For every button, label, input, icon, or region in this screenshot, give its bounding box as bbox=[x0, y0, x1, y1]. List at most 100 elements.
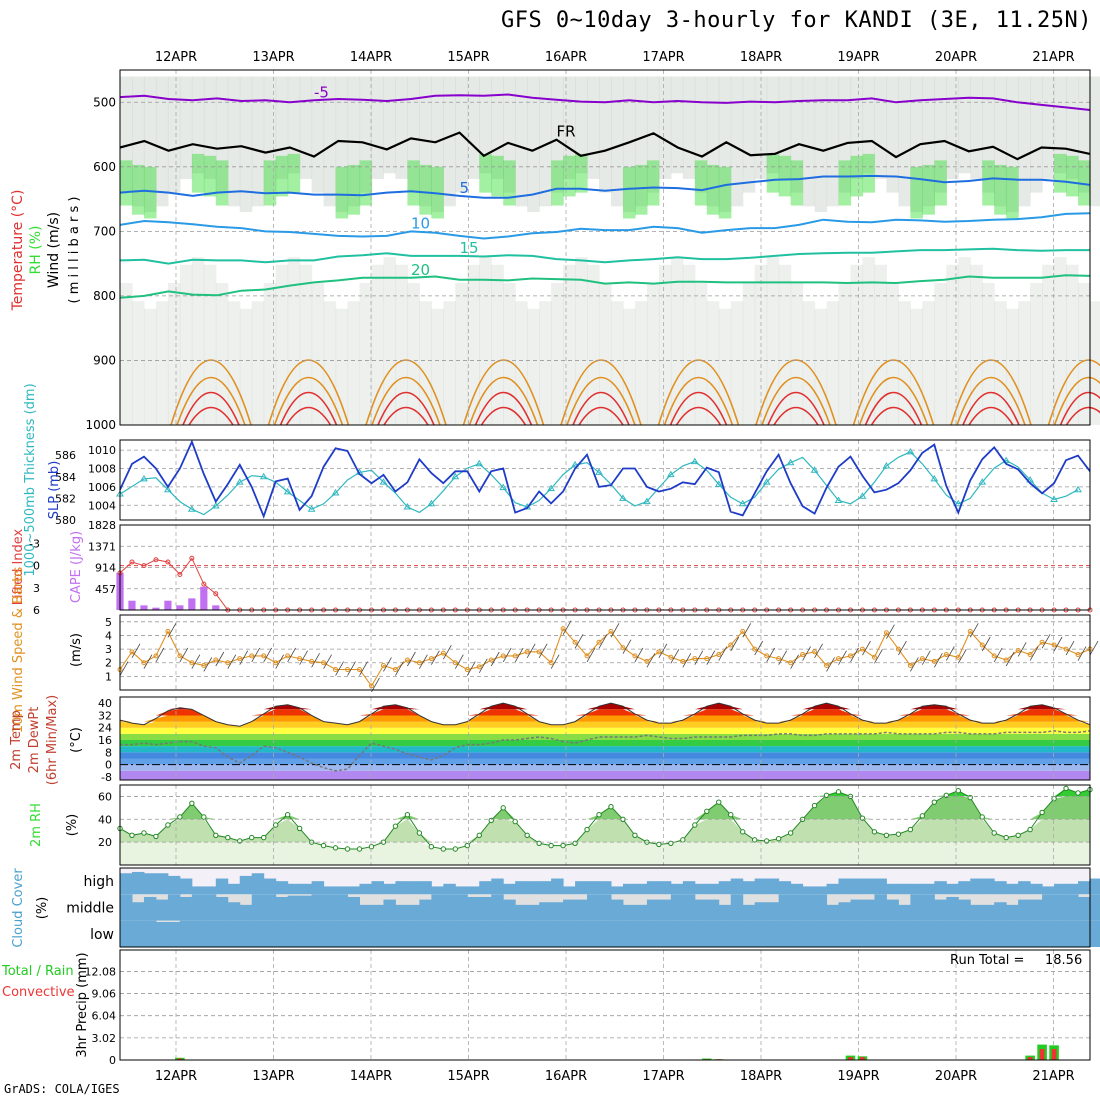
cloud-cell bbox=[646, 881, 660, 895]
rh-lower-shade bbox=[455, 283, 468, 425]
pressure-tick-label: 700 bbox=[93, 224, 116, 238]
pressure-tick-label: 1000 bbox=[85, 418, 116, 432]
cloud-cell bbox=[934, 899, 947, 921]
temperature-dome bbox=[279, 391, 338, 426]
thickness-point bbox=[858, 492, 867, 499]
top-date-label: 14APR bbox=[350, 50, 392, 65]
cloud-cell bbox=[970, 878, 983, 895]
cloud-cell bbox=[311, 920, 325, 947]
rh-lower-shade bbox=[120, 283, 133, 425]
isotherm-label: 5 bbox=[460, 179, 470, 197]
cloud-cell bbox=[203, 886, 217, 895]
rh-lower-shade bbox=[179, 264, 193, 425]
wind-speed-point bbox=[380, 662, 386, 668]
wind-barb bbox=[442, 644, 452, 660]
cloud-cell bbox=[167, 894, 181, 921]
wind-barb bbox=[227, 654, 237, 669]
thickness-tick-label: 580 bbox=[55, 514, 76, 527]
wind-barb bbox=[359, 661, 368, 676]
rh-point bbox=[165, 822, 171, 828]
rh-shade bbox=[874, 76, 888, 179]
rh-point bbox=[895, 831, 902, 837]
cloud-cell bbox=[826, 904, 840, 921]
li-tick-label: 3 bbox=[33, 582, 40, 595]
cloud-cell bbox=[335, 886, 349, 895]
cloud-cell bbox=[946, 883, 959, 895]
rh-lower-shade bbox=[347, 301, 361, 425]
cloud-cell bbox=[323, 920, 337, 947]
cloud-cell bbox=[778, 881, 792, 895]
wind-tick-label: 1 bbox=[105, 670, 112, 683]
wind-barb bbox=[311, 653, 320, 668]
cloud-cell bbox=[215, 920, 229, 947]
cloud-cell bbox=[1054, 883, 1067, 895]
temperature-dome bbox=[188, 406, 234, 426]
wind-barb bbox=[622, 639, 632, 654]
cloud-cell bbox=[143, 920, 157, 947]
rh-point bbox=[740, 829, 746, 835]
wind-barb bbox=[119, 661, 129, 676]
cloud-cell bbox=[958, 920, 971, 947]
wind-barb bbox=[754, 640, 764, 656]
cloud-cell bbox=[886, 899, 899, 921]
cloud-cell bbox=[275, 896, 289, 921]
temperature-dome bbox=[480, 406, 527, 426]
rh-lower-shade bbox=[359, 283, 373, 425]
rh-lower-shade bbox=[790, 283, 804, 425]
bottom-date-label: 19APR bbox=[837, 1069, 879, 1084]
wind-barb bbox=[574, 634, 584, 649]
rh-shade bbox=[551, 76, 564, 193]
temperature-dome bbox=[663, 376, 734, 426]
wind-speed-point bbox=[847, 653, 853, 659]
lifted-index-point bbox=[213, 591, 219, 597]
cloud-cell bbox=[395, 904, 408, 921]
wind-speed-point bbox=[1027, 652, 1033, 658]
precip-tick-label: 6.04 bbox=[92, 1010, 117, 1023]
cloud-cell bbox=[467, 896, 480, 921]
cloud-cell bbox=[886, 883, 899, 895]
cloud-cell bbox=[958, 881, 971, 895]
rh-lower-shade bbox=[778, 264, 792, 425]
cloud-cell bbox=[754, 902, 768, 921]
cloud-cell bbox=[455, 920, 468, 947]
cloud-cell bbox=[814, 886, 828, 895]
wind-barb bbox=[323, 654, 332, 669]
wind-speed-point bbox=[919, 656, 925, 662]
rh-shade bbox=[1042, 76, 1055, 179]
wind-barb bbox=[742, 623, 752, 638]
cloud-cell bbox=[1090, 894, 1100, 921]
rh-point bbox=[1015, 832, 1021, 838]
wind-speed-point bbox=[859, 646, 865, 652]
rh-shade bbox=[970, 76, 983, 179]
rh-lower-shade bbox=[431, 308, 444, 425]
cloud-cell bbox=[658, 899, 672, 921]
slp-line bbox=[119, 439, 1091, 519]
cloud-cell bbox=[599, 881, 612, 895]
wind-barb bbox=[933, 653, 943, 668]
cloud-cell bbox=[479, 881, 492, 895]
rh-lower-shade bbox=[263, 283, 277, 425]
rh-moist-shade bbox=[910, 166, 923, 219]
wind-barb bbox=[670, 649, 680, 664]
wind-speed-point bbox=[620, 645, 626, 651]
rh-fill-band bbox=[120, 796, 1090, 820]
cloud-cell bbox=[323, 886, 337, 895]
cloud-cell bbox=[419, 920, 432, 947]
wind-tick-label: 5 bbox=[105, 616, 112, 629]
rh-lower-shade bbox=[539, 301, 552, 425]
rh-lower-shade bbox=[311, 283, 325, 425]
wind-barb bbox=[143, 654, 153, 669]
cloud-cell bbox=[527, 904, 540, 921]
temp-color-band bbox=[120, 715, 1090, 722]
temp-color-band bbox=[120, 740, 1090, 747]
rh-shade bbox=[670, 76, 684, 174]
rh-shade bbox=[431, 76, 444, 212]
wind-barb bbox=[538, 643, 548, 659]
precip-convective-bar bbox=[177, 1058, 183, 1060]
rh-lower-shade bbox=[407, 283, 420, 425]
temperature-axis-label: Temperature (°C) bbox=[10, 190, 26, 312]
wind-speed-point bbox=[1003, 657, 1009, 663]
cloud-cell bbox=[802, 894, 816, 921]
wind-speed-point bbox=[1063, 646, 1069, 652]
bottom-date-label: 21APR bbox=[1032, 1069, 1074, 1084]
